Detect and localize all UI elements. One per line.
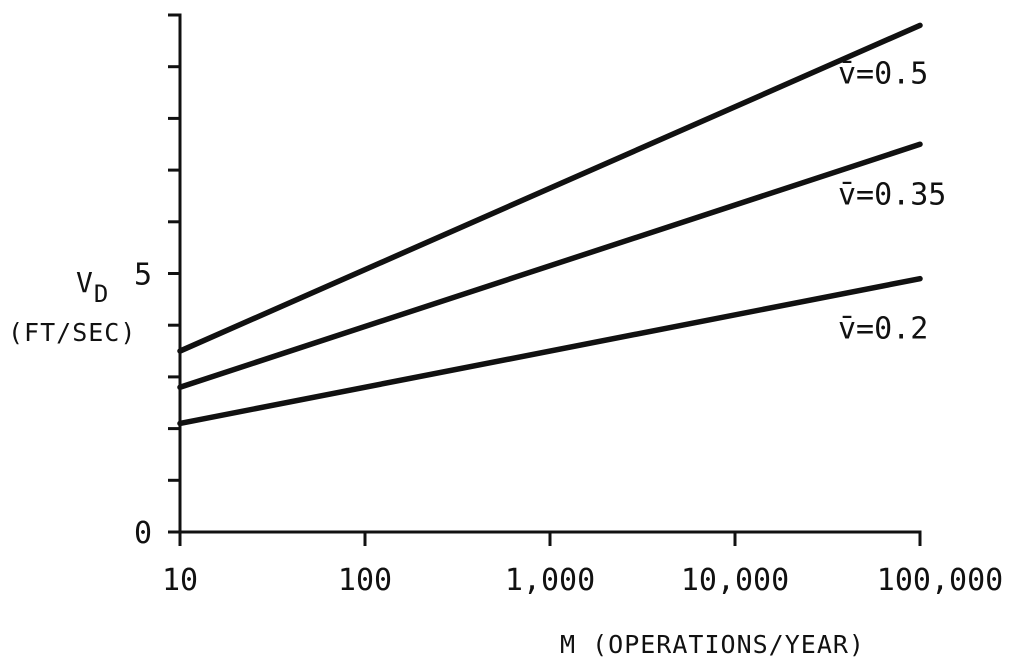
ticks: 0 5 10 100 1,000 10,000 100,000: [134, 13, 1003, 598]
axes: [178, 13, 922, 534]
series-label: v̄=0.35: [838, 177, 946, 212]
x-axis-label: M (OPERATIONS/YEAR): [560, 630, 865, 659]
x-tick-label: 100,000: [877, 563, 1003, 598]
series-lines: v̄=0.5 v̄=0.35 v̄=0.2: [177, 22, 946, 427]
series-line: [177, 141, 923, 390]
series-label: v̄=0.2: [838, 312, 928, 347]
y-axis-label: VD: [76, 266, 109, 308]
series-line: [177, 275, 923, 427]
x-tick-label: 10: [162, 563, 198, 598]
y-tick-label: 5: [134, 258, 152, 293]
x-tick-label: 1,000: [505, 563, 595, 598]
y-axis-label-subscript: D: [94, 280, 109, 308]
x-tick-label: 10,000: [681, 563, 789, 598]
series-line: [177, 22, 923, 354]
series-label: v̄=0.5: [838, 56, 928, 91]
x-tick-label: 100: [338, 563, 392, 598]
y-axis-units-label: (FT/SEC): [8, 318, 136, 347]
y-tick-label: 0: [134, 516, 152, 551]
